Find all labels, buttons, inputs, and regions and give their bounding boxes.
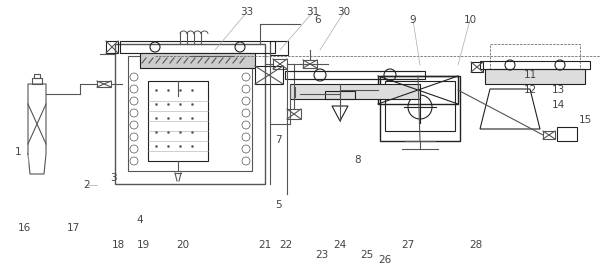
Text: 2: 2 bbox=[84, 180, 90, 190]
Bar bbox=[106, 41, 118, 53]
Text: 5: 5 bbox=[274, 200, 281, 210]
Bar bbox=[97, 81, 111, 87]
Text: 9: 9 bbox=[410, 15, 416, 25]
Text: 22: 22 bbox=[279, 240, 293, 250]
Text: 21: 21 bbox=[259, 240, 271, 250]
Bar bbox=[128, 56, 252, 171]
Text: 11: 11 bbox=[523, 70, 537, 80]
Text: 23: 23 bbox=[315, 250, 329, 260]
Text: 28: 28 bbox=[469, 240, 483, 250]
Text: 15: 15 bbox=[578, 115, 592, 125]
Bar bbox=[290, 84, 420, 99]
Bar bbox=[485, 69, 585, 84]
Bar bbox=[273, 59, 287, 69]
Bar bbox=[380, 76, 460, 141]
Text: 20: 20 bbox=[176, 240, 190, 250]
Bar bbox=[480, 61, 590, 69]
Bar bbox=[34, 74, 40, 78]
Text: 16: 16 bbox=[17, 223, 31, 233]
Text: 6: 6 bbox=[315, 15, 321, 25]
Bar bbox=[303, 60, 317, 68]
Text: 19: 19 bbox=[137, 240, 149, 250]
Text: 8: 8 bbox=[354, 155, 361, 165]
Bar bbox=[120, 41, 275, 53]
Text: 12: 12 bbox=[523, 85, 537, 95]
Text: 3: 3 bbox=[110, 173, 117, 183]
Text: 24: 24 bbox=[334, 240, 346, 250]
Bar bbox=[471, 62, 483, 72]
Bar bbox=[385, 81, 455, 131]
Bar bbox=[32, 78, 42, 84]
Text: 33: 33 bbox=[240, 7, 254, 17]
Text: 13: 13 bbox=[551, 85, 565, 95]
Text: 4: 4 bbox=[137, 215, 143, 225]
Text: 1: 1 bbox=[15, 147, 21, 157]
Bar bbox=[270, 41, 288, 55]
Text: 10: 10 bbox=[464, 15, 476, 25]
Text: 18: 18 bbox=[112, 240, 124, 250]
Text: 26: 26 bbox=[378, 255, 392, 265]
Bar bbox=[543, 131, 555, 139]
Text: 25: 25 bbox=[361, 250, 373, 260]
Text: 27: 27 bbox=[401, 240, 415, 250]
Bar bbox=[115, 44, 265, 184]
Bar bbox=[378, 76, 458, 104]
Bar bbox=[490, 44, 580, 69]
Bar bbox=[255, 66, 283, 84]
Text: 30: 30 bbox=[337, 7, 351, 17]
Bar bbox=[140, 53, 255, 68]
Text: 31: 31 bbox=[306, 7, 320, 17]
Bar bbox=[325, 91, 355, 99]
Bar bbox=[287, 109, 301, 119]
Text: 17: 17 bbox=[66, 223, 80, 233]
Text: 7: 7 bbox=[274, 135, 281, 145]
Bar bbox=[285, 71, 425, 79]
Bar bbox=[148, 81, 208, 161]
Bar bbox=[557, 127, 577, 141]
Text: 14: 14 bbox=[551, 100, 565, 110]
